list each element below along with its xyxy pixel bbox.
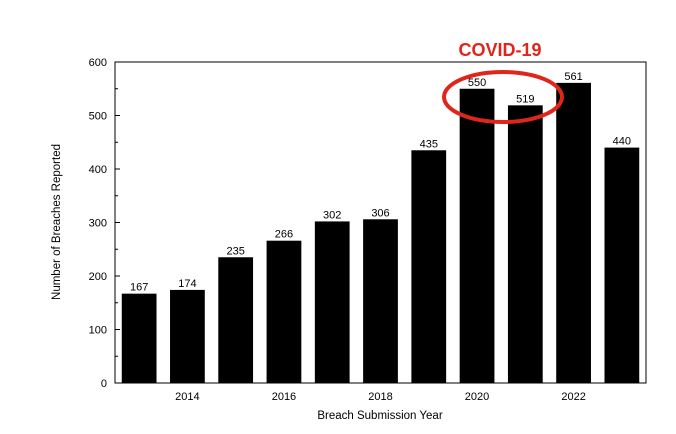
bar-2018 (363, 219, 398, 383)
x-tick-label-2018: 2018 (368, 391, 392, 403)
y-tick-label-300: 300 (89, 218, 107, 230)
data-label-2022: 561 (564, 71, 582, 83)
data-label-2018: 306 (371, 207, 389, 219)
data-label-2017: 302 (323, 209, 341, 221)
data-label-2023: 440 (613, 136, 631, 148)
bar-2019 (411, 150, 447, 383)
x-tick-label-2022: 2022 (561, 391, 585, 403)
y-tick-label-400: 400 (89, 164, 107, 176)
y-tick-label-600: 600 (89, 57, 107, 69)
bar-2013 (121, 293, 157, 383)
bar-2014 (170, 289, 205, 383)
y-tick-label-0: 0 (101, 378, 107, 390)
bar-2016 (266, 240, 302, 383)
data-labels-group: 167 174 235 266 302 306 435 550 519 561 440 (130, 71, 631, 294)
bar-2022 (556, 82, 591, 384)
x-axis: 2014 2016 2018 2020 2022 (138, 378, 623, 403)
data-label-2013: 167 (130, 282, 148, 294)
x-tick-label-2020: 2020 (465, 391, 489, 403)
covid-annotation: COVID-19 (458, 40, 541, 60)
bar-2020 (459, 88, 495, 383)
covid-highlight-ellipse (442, 70, 564, 124)
y-axis-title: Number of Breaches Reported (51, 144, 63, 300)
bar-2017 (314, 221, 350, 383)
data-label-2019: 435 (420, 138, 438, 150)
x-tick-label-2016: 2016 (272, 391, 296, 403)
y-tick-label-200: 200 (89, 271, 107, 283)
data-label-2021: 519 (516, 93, 534, 105)
data-label-2020: 550 (468, 77, 486, 89)
bars-group (121, 82, 640, 384)
y-tick-label-500: 500 (89, 111, 107, 123)
data-label-2015: 235 (227, 245, 245, 257)
bar-2021 (507, 105, 543, 383)
y-tick-label-100: 100 (89, 325, 107, 337)
data-label-2014: 174 (178, 278, 196, 290)
x-tick-label-2014: 2014 (175, 391, 199, 403)
bar-2015 (218, 257, 254, 383)
bar-2023 (604, 147, 640, 383)
x-axis-title: Breach Submission Year (317, 410, 442, 422)
y-axis: 0 100 200 300 400 500 600 (89, 57, 120, 390)
data-label-2016: 266 (275, 229, 293, 241)
